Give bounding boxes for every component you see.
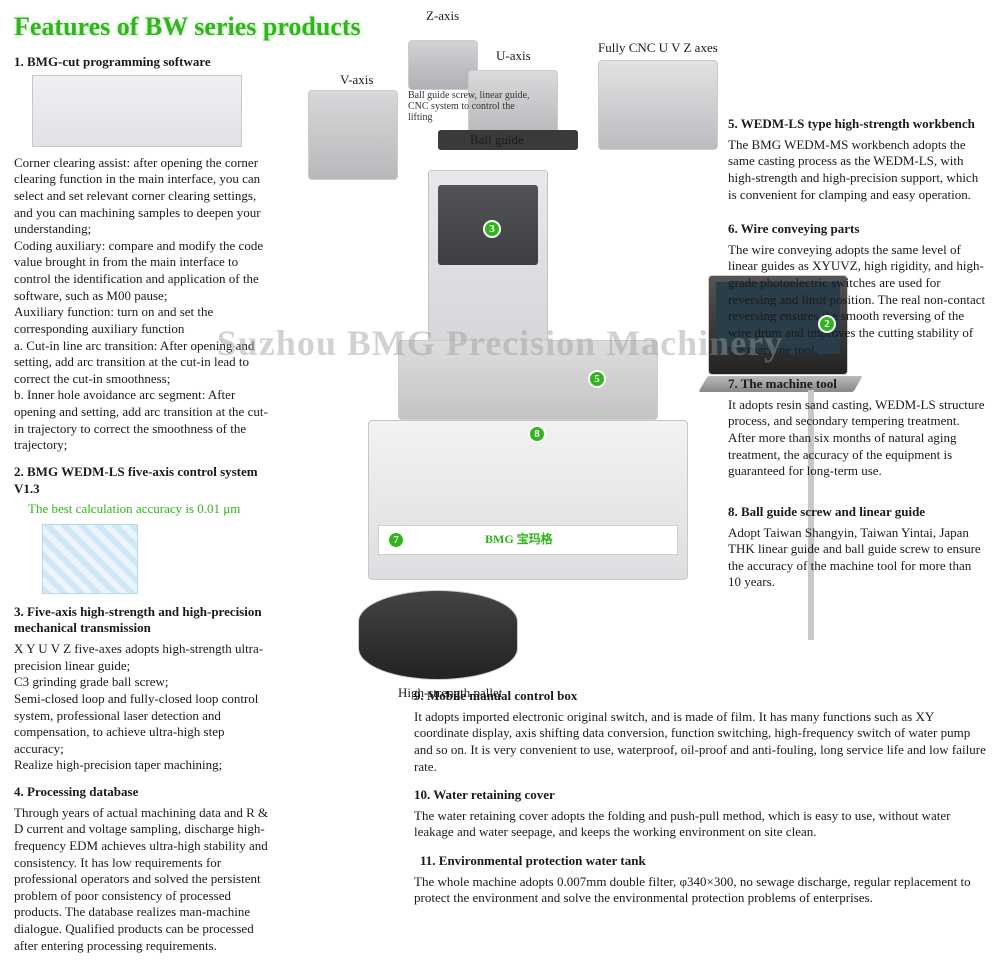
brand-badge: BMG 宝玛格 — [485, 532, 553, 547]
sec11-head: 11. Environmental protection water tank — [420, 853, 986, 870]
callout-5: 5 — [588, 370, 606, 388]
sec9-body: It adopts imported electronic original s… — [414, 709, 986, 776]
sec6-head: 6. Wire conveying parts — [728, 221, 986, 238]
bottom-column: 9. Mobile manual control box It adopts i… — [414, 688, 986, 919]
v-axis-label: V-axis — [340, 72, 373, 89]
workbench-part — [398, 340, 658, 420]
sec8-head: 8. Ball guide screw and linear guide — [728, 504, 986, 521]
cnc-label: Fully CNC U V Z axes — [598, 40, 718, 57]
sec5-body: The BMG WEDM-MS workbench adopts the sam… — [728, 137, 986, 204]
sec7-body: It adopts resin sand casting, WEDM-LS st… — [728, 397, 986, 480]
sec5-head: 5. WEDM-LS type high-strength workbench — [728, 116, 986, 133]
right-column: 5. WEDM-LS type high-strength workbench … — [728, 116, 986, 609]
sec10-head: 10. Water retaining cover — [414, 787, 986, 804]
left-column: 1. BMG-cut programming software Corner c… — [14, 54, 276, 964]
sec11-body: The whole machine adopts 0.007mm double … — [414, 874, 986, 907]
sec6-body: The wire conveying adopts the same level… — [728, 242, 986, 358]
ball-guide-note: Ball guide screw, linear guide, CNC syst… — [408, 90, 538, 123]
sec4-body: Through years of actual machining data a… — [14, 805, 276, 955]
pallet-part — [358, 590, 518, 680]
sec9-head: 9. Mobile manual control box — [414, 688, 986, 705]
software-screenshot — [32, 75, 242, 147]
cnc-part — [598, 60, 718, 150]
ball-guide-label: Ball guide — [470, 132, 524, 149]
sec7-head: 7. The machine tool — [728, 376, 986, 393]
callout-8: 8 — [528, 425, 546, 443]
sec2-head: 2. BMG WEDM-LS five-axis control system … — [14, 464, 276, 497]
sec1-head: 1. BMG-cut programming software — [14, 54, 276, 71]
machine-diagram: 7 BMG 宝玛格 3 5 8 2 Z-axis V-axis U-axis F… — [278, 30, 718, 670]
callout-3: 3 — [483, 220, 501, 238]
sec4-head: 4. Processing database — [14, 784, 276, 801]
callout-2: 2 — [818, 315, 836, 333]
sec3-body: X Y U V Z five-axes adopts high-strength… — [14, 641, 276, 774]
callout-7: 7 — [387, 531, 405, 549]
sec1-body: Corner clearing assist: after opening th… — [14, 155, 276, 454]
sec3-head: 3. Five-axis high-strength and high-prec… — [14, 604, 276, 637]
sec2-sub: The best calculation accuracy is 0.01 μm — [28, 501, 276, 518]
sec10-body: The water retaining cover adopts the fol… — [414, 808, 986, 841]
machine-base — [368, 420, 688, 580]
sec8-body: Adopt Taiwan Shangyin, Taiwan Yintai, Ja… — [728, 525, 986, 592]
base-brand-strip: 7 BMG 宝玛格 — [378, 525, 678, 555]
v-axis-part — [308, 90, 398, 180]
z-axis-label: Z-axis — [426, 8, 459, 25]
certificate-thumb — [42, 524, 138, 594]
u-axis-label: U-axis — [496, 48, 531, 65]
